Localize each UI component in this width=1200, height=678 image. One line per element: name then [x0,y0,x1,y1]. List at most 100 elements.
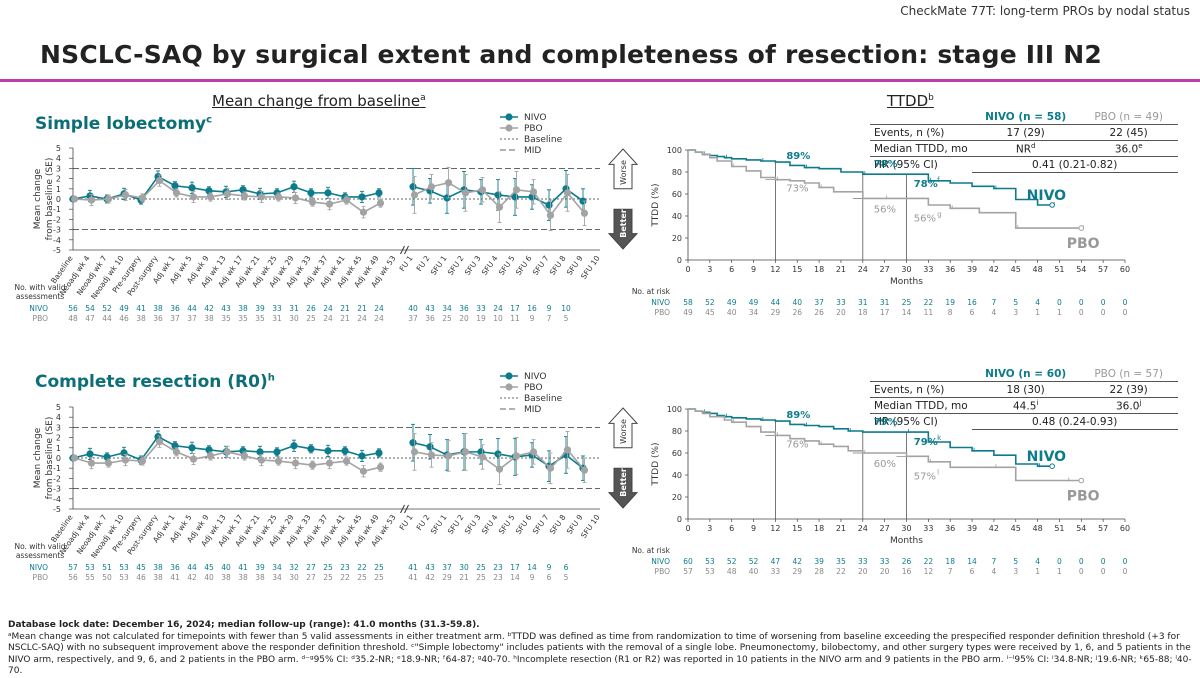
nivo-data-point [324,189,332,197]
at-risk-pbo-count: 0 [1101,567,1106,576]
pbo-data-point [138,194,147,202]
valid-pbo-count: 24 [357,314,367,323]
x-tick-label: FU 1 [398,513,415,532]
pbo-data-point [87,459,96,467]
km-x-tick-label: 36 [945,265,955,274]
pbo-data-point [291,459,300,467]
legend-nivo-marker [505,113,513,121]
km-x-tick-label: 51 [1054,524,1064,533]
valid-nivo-row-label: NIVO [29,304,48,313]
valid-nivo-count: 43 [425,563,435,572]
at-risk-pbo-count: 8 [948,308,953,317]
valid-pbo-count: 36 [153,314,163,323]
nivo-data-point [324,447,332,455]
at-risk-pbo-count: 12 [924,567,934,576]
stats-pbo-median: 36.0 [1116,400,1140,413]
at-risk-pbo-count: 34 [749,308,759,317]
valid-nivo-count: 49 [119,304,129,313]
pbo-data-point [563,189,572,197]
km-x-tick-label: 54 [1076,524,1086,533]
pbo-data-point [308,198,317,206]
at-risk-nivo-count: 0 [1101,557,1106,566]
valid-pbo-count: 22 [340,573,350,582]
pbo-data-point [308,461,317,469]
worse-arrow-icon [607,407,639,449]
pbo-data-point [461,448,470,456]
km-x-tick-label: 9 [751,524,756,533]
valid-nivo-count: 38 [238,304,248,313]
nivo-data-point [341,447,349,455]
valid-nivo-count: 23 [493,563,503,572]
valid-pbo-count: 50 [102,573,112,582]
y-tick-label: 1 [56,444,61,453]
stats-row-label: HR (95% CI) [870,156,972,173]
nivo-km-curve [688,149,1053,206]
valid-pbo-count: 27 [306,573,316,582]
nivo-data-point [205,446,213,454]
valid-pbo-count: 42 [425,573,435,582]
x-tick-label: SFU 8 [548,513,568,536]
y-tick-label: 2 [56,434,61,443]
valid-nivo-count: 34 [442,304,452,313]
stats-table: NIVO (n = 60) PBO (n = 57) Events, n (%)… [870,366,1178,430]
pbo-30mo-sup: g [937,210,941,218]
nivo-data-point [426,443,434,451]
pbo-km-curve [688,149,1082,229]
nivo-data-point [494,191,502,199]
at-risk-pbo-count: 18 [858,308,868,317]
at-risk-nivo-count: 22 [924,298,934,307]
at-risk-nivo-count: 40 [792,298,802,307]
valid-pbo-count: 46 [119,314,129,323]
at-risk-pbo-count: 0 [1079,308,1084,317]
stats-pbo-sup: e [1138,141,1143,150]
nivo-24mo-rate: 78% [874,159,898,170]
y-tick-label: 2 [56,175,61,184]
at-risk-pbo-count: 6 [970,308,975,317]
worse-arrow-icon [607,148,639,190]
valid-nivo-count: 39 [255,304,265,313]
pbo-data-point [138,457,147,465]
km-y-axis-label: TTDD (%) [651,183,661,227]
at-risk-pbo-count: 45 [705,308,715,317]
stats-pbo-head: PBO (n = 57) [1094,367,1163,380]
valid-nivo-count: 31 [289,304,299,313]
legend-pbo-marker [505,383,513,391]
legend-nivo-label: NIVO [524,113,546,123]
axis-break [400,245,405,255]
at-risk-pbo-count: 14 [902,308,912,317]
nivo-data-point [256,448,264,456]
ttdd-header: TTDDb [887,92,934,110]
pbo-km-curve [688,408,1082,482]
at-risk-nivo-count: 0 [1057,557,1062,566]
km-x-axis-label: Months [890,536,923,546]
x-tick-label: SFU 3 [463,513,483,536]
nivo-30mo-rate: 78% [914,179,938,190]
valid-nivo-count: 44 [187,563,197,572]
stats-nivo-sup: i [1036,398,1039,407]
pbo-data-point [546,464,555,472]
pbo-data-point [495,203,504,211]
valid-nivo-count: 51 [102,563,112,572]
pbo-data-point [223,190,232,198]
axis-break [404,504,409,514]
at-risk-nivo-count: 0 [1079,557,1084,566]
pbo-data-point [121,456,130,464]
y-axis-label: from baseline (SE) [45,417,55,500]
km-x-tick-label: 39 [967,524,977,533]
valid-pbo-count: 9 [530,314,535,323]
x-tick-label: SFU 2 [446,254,466,277]
pbo-curve-label: PBO [1067,489,1100,505]
legend-mid-label: MID [524,146,541,156]
valid-pbo-count: 31 [272,314,282,323]
km-x-tick-label: 33 [923,524,933,533]
valid-nivo-count: 45 [136,563,146,572]
at-risk-nivo-count: 42 [792,557,802,566]
km-x-tick-label: 60 [1120,524,1130,533]
valid-nivo-count: 14 [527,563,537,572]
pbo-km-end-marker [1078,477,1085,484]
valid-pbo-row-label: PBO [33,573,49,582]
stats-nivo-value: 17 (29) [971,124,1080,141]
at-risk-pbo-label: PBO [655,308,671,317]
mean-change-header: Mean change from baselinea [212,92,426,110]
at-risk-nivo-count: 47 [771,557,781,566]
